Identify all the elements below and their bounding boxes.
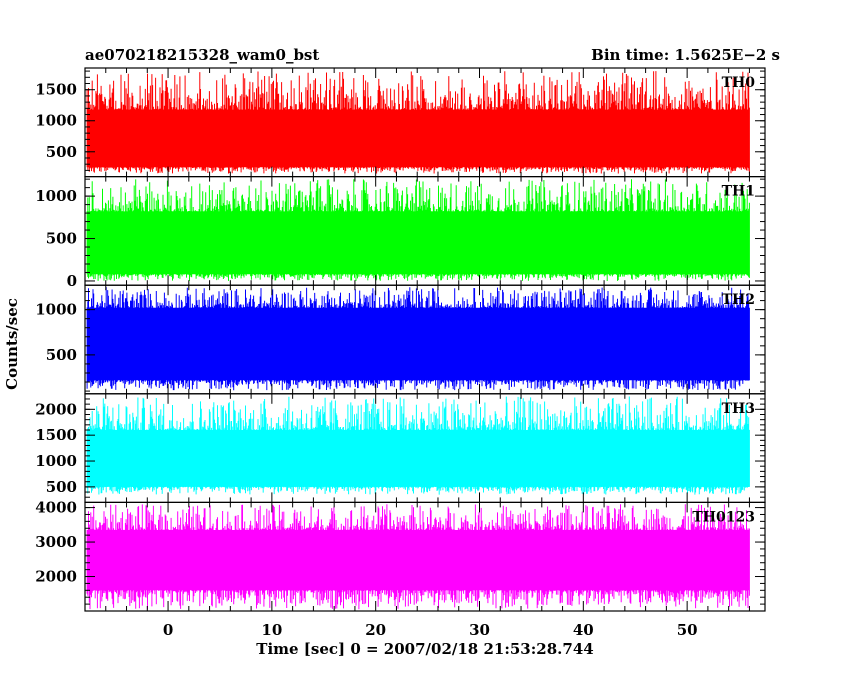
x-axis-label: Time [sec] 0 = 2007/02/18 21:53:28.744 — [256, 640, 593, 658]
y-tick-label: 4000 — [35, 499, 77, 517]
chart-title-right: Bin time: 1.5625E−2 s — [591, 46, 780, 64]
y-tick-label: 500 — [46, 478, 77, 496]
x-tick-label: 10 — [261, 621, 282, 639]
panel-frame — [84, 501, 766, 612]
panel-label: TH0123 — [692, 509, 755, 525]
panel-label: TH3 — [722, 401, 755, 417]
series-th0123 — [86, 504, 750, 610]
y-tick-label: 500 — [46, 230, 77, 248]
y-tick-label: 0 — [67, 272, 77, 290]
y-tick-label: 3000 — [35, 533, 77, 551]
y-axis-label: Counts/sec — [3, 298, 21, 390]
series-th1 — [86, 179, 750, 281]
y-tick-label: 1000 — [35, 187, 77, 205]
y-tick-label: 2000 — [35, 568, 77, 586]
y-tick-label: 1000 — [35, 301, 77, 319]
panel-label: TH0 — [722, 75, 756, 91]
panel-th3: 500 1000 1500 2000 TH3 — [35, 393, 766, 503]
y-tick-label: 500 — [46, 346, 77, 364]
y-tick-label: 1500 — [35, 81, 77, 99]
panels: 500 1000 1500 TH0 0 500 1000 TH1 500 1000 TH2 500 10… — [35, 67, 766, 612]
series-th2 — [86, 287, 750, 391]
panel-th0123: 2000 3000 4000 TH0123 — [35, 499, 766, 612]
series-th0 — [86, 71, 750, 174]
panel-th1: 0 500 1000 TH1 — [35, 176, 766, 290]
x-tick-label: 0 — [163, 621, 173, 639]
series-th3 — [86, 396, 750, 495]
chart-title-left: ae070218215328_wam0_bst — [85, 46, 319, 64]
x-tick-label: 50 — [677, 621, 698, 639]
panel-label: TH2 — [722, 292, 755, 308]
panel-th0: 500 1000 1500 TH0 — [35, 67, 766, 178]
x-tick-label: 30 — [469, 621, 490, 639]
y-tick-label: 1000 — [35, 452, 77, 470]
y-tick-label: 2000 — [35, 400, 77, 418]
panel-th2: 500 1000 TH2 — [35, 284, 766, 395]
x-axis: 0 10 20 30 40 50 — [163, 621, 698, 639]
x-tick-label: 40 — [573, 621, 594, 639]
x-tick-label: 20 — [365, 621, 386, 639]
y-tick-label: 1000 — [35, 112, 77, 130]
y-tick-label: 1500 — [35, 426, 77, 444]
y-tick-label: 500 — [46, 143, 77, 161]
panel-label: TH1 — [722, 184, 755, 200]
